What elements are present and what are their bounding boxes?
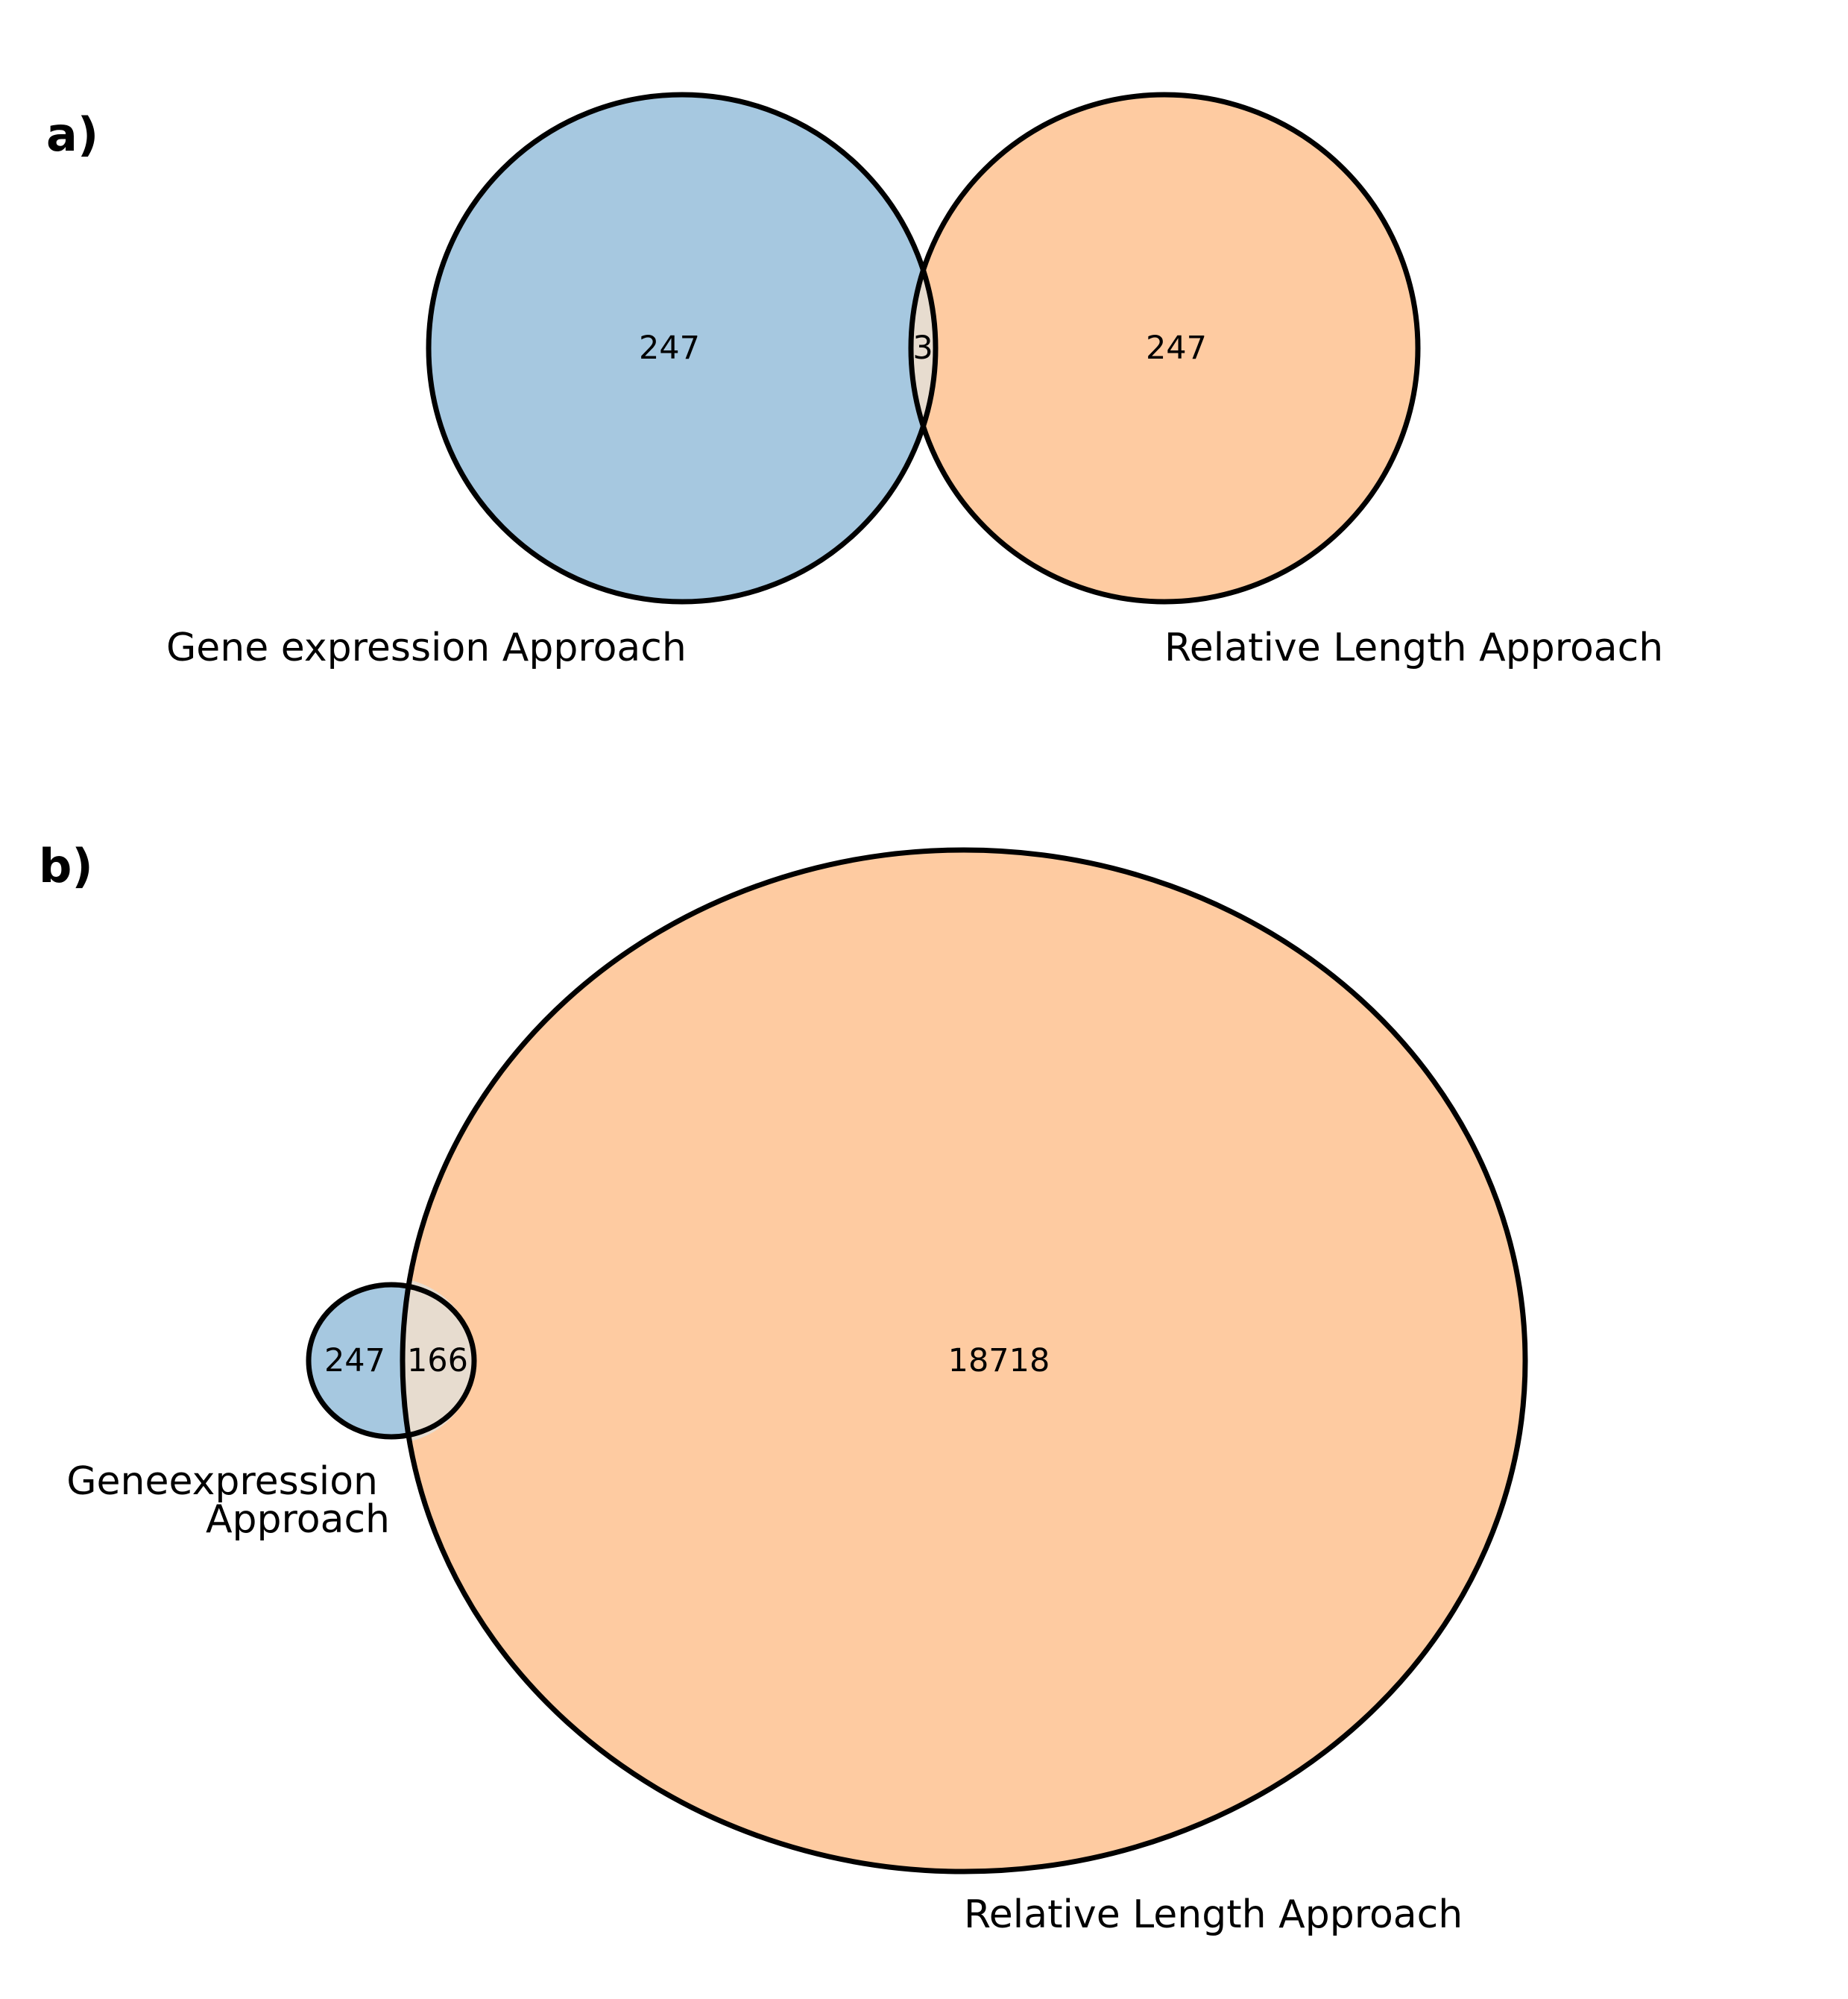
panel-a-left-only-count: 247 — [639, 330, 700, 367]
panel-a-left-outline — [426, 92, 939, 605]
panel-a: a) 247 3 247 Gene expression Approach Re… — [46, 92, 1663, 670]
panel-b-small-outline — [306, 1282, 477, 1440]
panel-a-right-circle — [911, 95, 1418, 602]
panel-a-right-only-count: 247 — [1146, 330, 1207, 367]
panel-a-label: a) — [46, 107, 98, 162]
panel-b: b) 247 166 18718 Geneexpression Approach… — [39, 839, 1528, 1937]
panel-b-left-set-label-line1: Geneexpression — [66, 1459, 378, 1504]
panel-b-left-only-count: 247 — [324, 1342, 385, 1379]
panel-b-large-ellipse — [403, 850, 1525, 1871]
panel-a-right-outline — [908, 92, 1421, 605]
panel-b-right-only-count: 18718 — [948, 1342, 1050, 1379]
panel-a-left-circle — [429, 95, 936, 602]
panel-b-overlap-count: 166 — [407, 1342, 468, 1379]
panel-b-left-set-label-line2: Approach — [206, 1497, 390, 1542]
panel-a-left-set-label: Gene expression Approach — [166, 626, 687, 670]
panel-b-large-outline — [400, 847, 1528, 1874]
panel-b-right-set-label: Relative Length Approach — [964, 1892, 1463, 1937]
panel-a-overlap-count: 3 — [912, 330, 933, 367]
panel-b-label: b) — [39, 839, 93, 893]
panel-a-right-set-label: Relative Length Approach — [1164, 626, 1663, 670]
